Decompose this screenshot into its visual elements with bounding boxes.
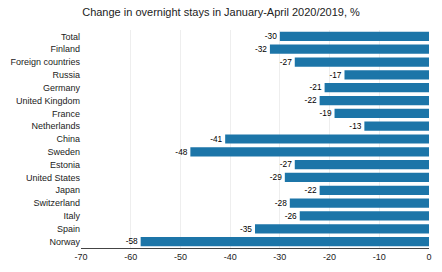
svg-text:-58: -58 xyxy=(126,236,138,246)
svg-text:Japan: Japan xyxy=(55,185,80,195)
svg-text:Germany: Germany xyxy=(43,83,81,93)
svg-text:China: China xyxy=(56,134,80,144)
svg-text:Sweden: Sweden xyxy=(47,147,80,157)
svg-text:-20: -20 xyxy=(323,252,336,262)
svg-text:Switzerland: Switzerland xyxy=(33,198,80,208)
svg-text:Spain: Spain xyxy=(57,224,80,234)
svg-text:-10: -10 xyxy=(373,252,386,262)
svg-text:Netherlands: Netherlands xyxy=(31,121,80,131)
svg-text:-13: -13 xyxy=(349,121,361,131)
svg-text:-22: -22 xyxy=(305,185,317,195)
svg-text:-27: -27 xyxy=(280,57,292,67)
svg-text:Finland: Finland xyxy=(50,44,80,54)
svg-text:-30: -30 xyxy=(265,31,277,41)
svg-text:-28: -28 xyxy=(275,198,287,208)
svg-text:United States: United States xyxy=(26,173,81,183)
svg-text:Russia: Russia xyxy=(52,70,80,80)
svg-text:-29: -29 xyxy=(270,172,282,182)
svg-text:-70: -70 xyxy=(74,252,87,262)
svg-text:-32: -32 xyxy=(255,44,267,54)
svg-text:Total: Total xyxy=(61,32,80,42)
svg-text:-26: -26 xyxy=(285,211,297,221)
svg-text:-30: -30 xyxy=(273,252,286,262)
svg-text:0: 0 xyxy=(426,252,431,262)
svg-text:-27: -27 xyxy=(280,159,292,169)
svg-text:Foreign countries: Foreign countries xyxy=(10,57,80,67)
svg-text:-48: -48 xyxy=(175,147,187,157)
svg-text:Estonia: Estonia xyxy=(50,160,80,170)
svg-text:-35: -35 xyxy=(240,224,252,234)
svg-text:United Kingdom: United Kingdom xyxy=(16,96,80,106)
svg-text:-40: -40 xyxy=(224,252,237,262)
svg-text:-22: -22 xyxy=(305,95,317,105)
svg-text:-21: -21 xyxy=(310,82,322,92)
svg-text:-41: -41 xyxy=(210,134,222,144)
svg-text:Change in overnight stays in J: Change in overnight stays in January-Apr… xyxy=(82,6,360,18)
svg-text:-19: -19 xyxy=(320,108,332,118)
svg-text:Italy: Italy xyxy=(63,211,80,221)
svg-text:-60: -60 xyxy=(124,252,137,262)
svg-text:Norway: Norway xyxy=(49,237,80,247)
svg-text:France: France xyxy=(52,109,80,119)
svg-text:-17: -17 xyxy=(329,70,341,80)
svg-text:-50: -50 xyxy=(174,252,187,262)
